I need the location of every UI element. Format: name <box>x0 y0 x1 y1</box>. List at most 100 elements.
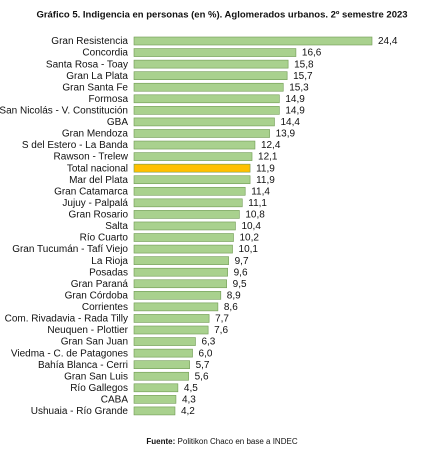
bar <box>133 152 253 161</box>
category-label: Posadas <box>89 267 128 278</box>
bar <box>133 267 228 277</box>
source-text: Politikon Chaco en base a INDEC <box>178 437 298 446</box>
value-label: 12,4 <box>261 140 281 151</box>
bar <box>133 94 280 104</box>
value-label: 7,6 <box>214 325 228 336</box>
value-label: 4,2 <box>181 406 195 417</box>
value-label: 4,5 <box>184 383 198 394</box>
value-label: 13,9 <box>276 129 296 140</box>
bar <box>133 291 222 300</box>
category-label: Gran Santa Fe <box>62 82 128 93</box>
category-label: Jujuy - Palpalá <box>62 198 128 209</box>
category-label: Neuquen - Plottier <box>47 325 128 336</box>
category-label: Río Cuarto <box>80 233 129 244</box>
category-label: Gran San Luis <box>64 371 128 382</box>
category-label: Corrientes <box>82 302 128 313</box>
value-label: 9,6 <box>234 267 248 278</box>
category-label: Gran Tucumán - Tafí Viejo <box>12 244 128 255</box>
bar <box>133 371 189 381</box>
value-label: 6,3 <box>201 337 215 348</box>
category-label: Gran La Plata <box>66 71 128 82</box>
chart-title: Gráfico 5. Indigencia en personas (en %)… <box>36 10 407 21</box>
category-label: Gran San Juan <box>61 337 128 348</box>
value-label: 9,7 <box>235 256 249 267</box>
bar <box>133 279 227 289</box>
category-label: Gran Rosario <box>69 210 129 221</box>
category-label: Gran Mendoza <box>62 129 129 140</box>
bar <box>133 406 176 416</box>
bar <box>133 383 179 393</box>
category-label: Gran Catamarca <box>54 186 128 197</box>
value-label: 12,1 <box>258 152 278 163</box>
bar <box>133 36 373 46</box>
bar <box>133 256 229 265</box>
value-label: 7,7 <box>215 314 229 325</box>
value-label: 14,4 <box>280 117 300 128</box>
category-label: Total nacional <box>67 163 128 174</box>
value-label: 11,4 <box>251 186 270 197</box>
category-label: GBA <box>107 117 128 128</box>
category-label: Rawson - Trelew <box>54 152 129 163</box>
category-label: Gran Córdoba <box>65 290 129 301</box>
value-label: 4,3 <box>182 395 196 406</box>
bar <box>133 71 288 80</box>
bar <box>133 198 243 208</box>
category-label: Mar del Plata <box>69 175 128 186</box>
value-label: 14,9 <box>285 94 305 105</box>
bar <box>133 48 297 57</box>
value-label: 15,7 <box>293 71 313 82</box>
bar <box>133 129 270 138</box>
category-label: Gran Paraná <box>71 279 129 290</box>
value-label: 5,7 <box>196 360 210 371</box>
category-label: Santa Rosa - Toay <box>46 59 128 70</box>
value-label: 6,0 <box>199 348 213 359</box>
value-label: 5,6 <box>195 371 209 382</box>
category-label: Formosa <box>89 94 129 105</box>
category-label: Viedma - C. de Patagones <box>11 348 128 359</box>
value-label: 15,3 <box>289 82 309 93</box>
value-label: 8,9 <box>227 290 241 301</box>
bar <box>133 360 190 369</box>
category-label: San Nicolás - V. Constitución <box>0 106 128 117</box>
bar <box>133 163 251 173</box>
category-label: S del Estero - La Banda <box>22 140 129 151</box>
category-label: Com. Rivadavia - Rada Tilly <box>5 314 128 325</box>
bar <box>133 302 219 312</box>
bar <box>133 348 193 358</box>
bar <box>133 233 234 242</box>
bar <box>133 59 289 69</box>
bar <box>133 140 256 150</box>
value-label: 11,9 <box>256 175 275 186</box>
category-label: Río Gallegos <box>70 383 128 394</box>
bar <box>133 314 210 323</box>
bar <box>133 82 284 92</box>
category-label: Concordia <box>82 48 128 59</box>
value-label: 10,8 <box>245 210 265 221</box>
source: Fuente: Politikon Chaco en base a INDEC <box>146 437 297 446</box>
bar <box>133 210 240 219</box>
value-label: 10,2 <box>239 233 259 244</box>
value-label: 11,9 <box>256 163 275 174</box>
value-label: 11,1 <box>248 198 267 209</box>
value-label: 16,6 <box>302 48 322 59</box>
bar <box>133 117 275 127</box>
category-label: La Rioja <box>91 256 128 267</box>
category-label: Gran Resistencia <box>51 36 128 47</box>
category-label: Bahía Blanca - Cerri <box>38 360 128 371</box>
bar <box>133 244 233 254</box>
category-label: Salta <box>105 221 128 232</box>
value-label: 15,8 <box>294 59 314 70</box>
bar <box>133 337 196 346</box>
value-label: 14,9 <box>285 106 305 117</box>
category-label: CABA <box>101 395 129 406</box>
category-label: Ushuaia - Río Grande <box>31 406 129 417</box>
bar <box>133 395 177 404</box>
bar <box>133 175 251 185</box>
value-label: 9,5 <box>233 279 247 290</box>
bar <box>133 186 246 196</box>
value-label: 8,6 <box>224 302 238 313</box>
bar <box>133 106 280 115</box>
source-label: Fuente: <box>146 437 175 446</box>
value-label: 10,4 <box>241 221 261 232</box>
